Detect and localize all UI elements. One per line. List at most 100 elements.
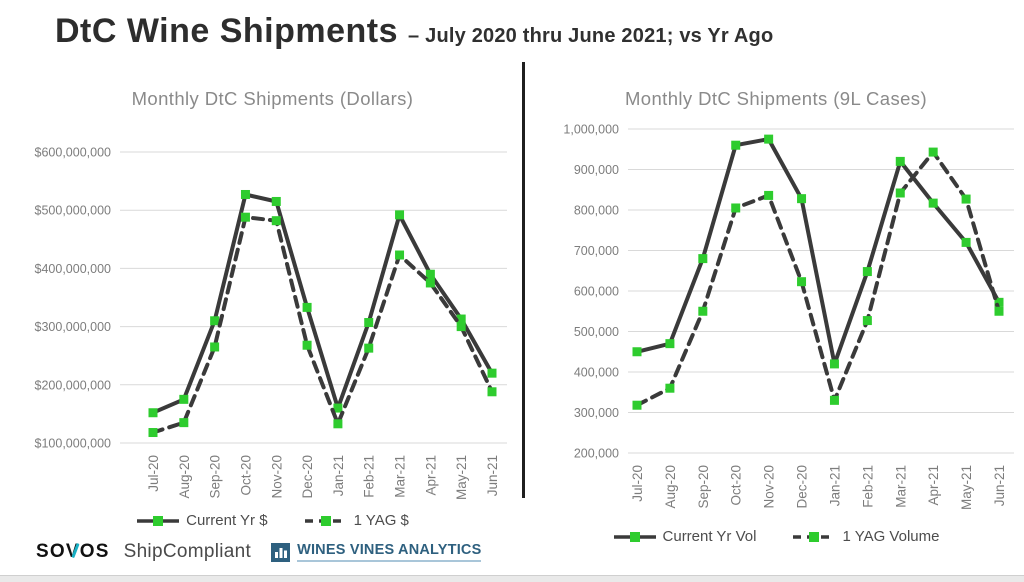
- x-axis-labels: Jul-20 Aug-20 Sep-20 Oct-20 Nov-20 Dec-20 Jan-…: [146, 455, 500, 500]
- data-point-marker: [148, 408, 158, 418]
- cases-line-chart: 1,000,000 900,000 800,000 700,000 600,000 500…: [563, 123, 1014, 510]
- data-point-marker: [797, 194, 807, 204]
- legend-label: 1 YAG $: [353, 512, 409, 529]
- page-title: DtC Wine Shipments: [55, 12, 399, 50]
- data-point-marker: [928, 198, 938, 208]
- sovos-logo: SOVOS: [36, 541, 110, 563]
- dollars-chart-title: Monthly DtC Shipments (Dollars): [131, 88, 414, 109]
- svg-text:Jul-20: Jul-20: [630, 465, 645, 502]
- data-point-marker: [240, 212, 250, 222]
- data-point-marker: [961, 194, 971, 204]
- svg-text:800,000: 800,000: [574, 204, 619, 218]
- legend-item: 1 YAG Volume: [792, 528, 939, 545]
- svg-text:Apr-21: Apr-21: [423, 455, 438, 496]
- data-point-marker: [862, 316, 872, 326]
- cases-chart-legend: Current Yr Vol 1 YAG Volume: [528, 528, 1024, 545]
- data-point-marker: [698, 254, 708, 264]
- svg-text:Jun-21: Jun-21: [485, 455, 500, 496]
- legend-label: Current Yr Vol: [662, 528, 757, 545]
- y-axis-labels: $600,000,000 $500,000,000 $400,000,000 $300…: [35, 146, 112, 451]
- data-point-marker: [425, 278, 435, 288]
- data-point-marker: [632, 400, 642, 410]
- data-point-marker: [395, 210, 405, 220]
- data-point-marker: [333, 403, 343, 413]
- data-point-marker: [395, 250, 405, 260]
- svg-text:Mar-21: Mar-21: [393, 455, 408, 498]
- svg-text:600,000: 600,000: [574, 285, 619, 299]
- data-point-marker: [364, 343, 374, 353]
- data-point-marker: [240, 189, 250, 199]
- y-axis-labels: 1,000,000 900,000 800,000 700,000 600,000 500…: [563, 123, 619, 461]
- data-point-marker: [148, 428, 158, 438]
- sovos-logo-text-2: OS: [79, 541, 110, 562]
- svg-text:Apr-21: Apr-21: [926, 465, 941, 506]
- data-point-marker: [961, 237, 971, 247]
- svg-text:May-21: May-21: [454, 455, 469, 500]
- dashed-line-swatch: [304, 515, 347, 526]
- wines-vines-analytics-label: WINES VINES ANALYTICS: [297, 542, 482, 562]
- svg-text:$400,000,000: $400,000,000: [35, 262, 112, 276]
- data-point-marker: [829, 359, 839, 369]
- legend-label: Current Yr $: [186, 512, 268, 529]
- data-point-marker: [994, 297, 1004, 307]
- data-point-marker: [425, 269, 435, 279]
- data-point-marker: [632, 347, 642, 357]
- svg-text:400,000: 400,000: [574, 366, 619, 380]
- gridlines: [120, 151, 507, 444]
- sovos-logo-v: V: [65, 541, 80, 562]
- data-point-marker: [179, 418, 189, 428]
- bar-chart-icon: [271, 542, 291, 562]
- legend-item: Current Yr Vol: [613, 528, 757, 545]
- svg-text:Nov-20: Nov-20: [762, 465, 777, 509]
- svg-text:Aug-20: Aug-20: [177, 455, 192, 499]
- svg-text:200,000: 200,000: [574, 447, 619, 461]
- data-point-marker: [487, 387, 497, 397]
- data-point-marker: [487, 368, 497, 378]
- data-point-marker: [302, 302, 312, 312]
- svg-text:$300,000,000: $300,000,000: [35, 320, 112, 334]
- svg-text:Mar-21: Mar-21: [893, 465, 908, 508]
- svg-text:Dec-20: Dec-20: [795, 465, 810, 509]
- data-point-marker: [210, 316, 220, 326]
- solid-line-swatch: [137, 515, 180, 526]
- solid-line-swatch: [613, 531, 656, 542]
- svg-text:Oct-20: Oct-20: [238, 455, 253, 496]
- data-point-marker: [764, 134, 774, 144]
- data-point-marker: [210, 342, 220, 352]
- svg-text:700,000: 700,000: [574, 244, 619, 258]
- svg-text:500,000: 500,000: [574, 325, 619, 339]
- svg-text:$200,000,000: $200,000,000: [35, 378, 112, 392]
- svg-text:Jan-21: Jan-21: [331, 455, 346, 496]
- svg-text:Aug-20: Aug-20: [663, 465, 678, 509]
- svg-text:300,000: 300,000: [574, 406, 619, 420]
- wines-vines-analytics-logo[interactable]: WINES VINES ANALYTICS: [271, 542, 482, 562]
- data-point-marker: [665, 383, 675, 393]
- svg-text:Jul-20: Jul-20: [146, 455, 161, 492]
- window-bottom-strip: [0, 575, 1024, 582]
- sovos-logo-text: SO: [36, 541, 66, 562]
- data-point-marker: [797, 277, 807, 287]
- data-point-marker: [895, 188, 905, 198]
- svg-text:Jan-21: Jan-21: [827, 465, 842, 506]
- data-point-marker: [456, 322, 466, 332]
- svg-text:Jun-21: Jun-21: [992, 465, 1007, 506]
- svg-text:Dec-20: Dec-20: [300, 455, 315, 499]
- svg-text:Sep-20: Sep-20: [208, 455, 223, 499]
- data-point-marker: [698, 306, 708, 316]
- svg-text:Sep-20: Sep-20: [696, 465, 711, 509]
- page-subtitle: – July 2020 thru June 2021; vs Yr Ago: [408, 25, 774, 47]
- svg-text:Nov-20: Nov-20: [269, 455, 284, 499]
- data-point-marker: [895, 156, 905, 166]
- legend-item: 1 YAG $: [304, 512, 409, 529]
- svg-text:Oct-20: Oct-20: [729, 465, 744, 506]
- data-point-marker: [333, 419, 343, 429]
- svg-text:900,000: 900,000: [574, 163, 619, 177]
- x-axis-labels: Jul-20 Aug-20 Sep-20 Oct-20 Nov-20 Dec-20 Jan-…: [630, 465, 1007, 510]
- shipcompliant-label: ShipCompliant: [123, 541, 252, 562]
- vertical-divider: [522, 62, 525, 498]
- series-solid: [148, 189, 497, 418]
- data-point-marker: [271, 216, 281, 226]
- data-point-marker: [928, 147, 938, 157]
- data-point-marker: [764, 190, 774, 200]
- data-point-marker: [994, 306, 1004, 316]
